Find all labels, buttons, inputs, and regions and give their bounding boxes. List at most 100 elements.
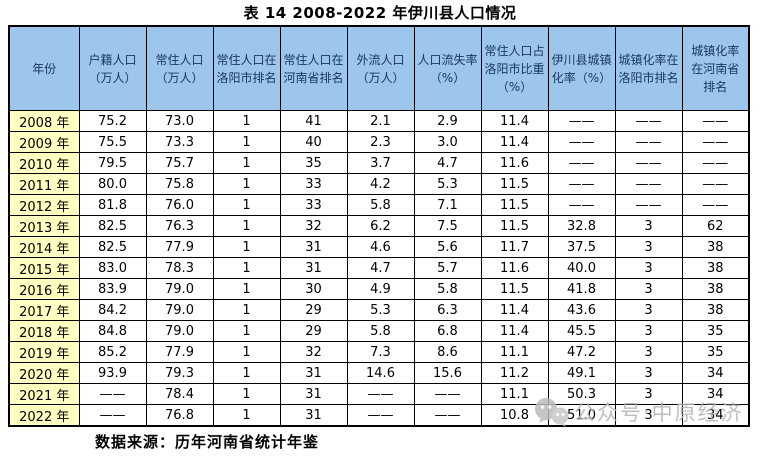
table-title: 表 14 2008-2022 年伊川县人口情况	[243, 4, 517, 22]
year-cell: 2018 年	[8, 320, 80, 342]
year-cell: 2011 年	[8, 173, 80, 195]
data-cell: 11.6	[480, 152, 549, 174]
data-cell: 79.5	[78, 152, 147, 174]
year-cell: 2019 年	[8, 341, 80, 363]
data-cell: 29	[279, 320, 348, 342]
data-cell: 4.9	[346, 278, 415, 300]
table-row: 2009 年 75.5 73.3 1 40 2.3 3.0 11.4 —— —— ——	[8, 131, 750, 153]
data-cell: 35	[681, 320, 750, 342]
column-header-2: 常住人口（万人）	[145, 25, 214, 111]
column-header-4: 常住人口在河南省排名	[279, 25, 348, 111]
data-cell: 6.3	[413, 299, 482, 321]
data-cell: 33	[279, 194, 348, 216]
data-cell: 32	[279, 215, 348, 237]
data-cell: 83.9	[78, 278, 147, 300]
data-cell: 1	[212, 236, 281, 258]
data-cell: 5.3	[346, 299, 415, 321]
year-cell: 2014 年	[8, 236, 80, 258]
data-cell: 75.7	[145, 152, 214, 174]
data-cell: 84.8	[78, 320, 147, 342]
data-cell: 75.8	[145, 173, 214, 195]
data-cell: 84.2	[78, 299, 147, 321]
data-cell: 1	[212, 194, 281, 216]
data-cell: 31	[279, 236, 348, 258]
data-cell: 3	[614, 383, 683, 405]
table-row: 2013 年 82.5 76.3 1 32 6.2 7.5 11.5 32.8 3 62	[8, 215, 750, 237]
year-cell: 2015 年	[8, 257, 80, 279]
table-row: 2022 年 —— 76.8 1 31 —— —— 10.8 51.0 3 34	[8, 404, 750, 427]
data-cell: 78.3	[145, 257, 214, 279]
table-row: 2016 年 83.9 79.0 1 30 4.9 5.8 11.5 41.8 3 38	[8, 278, 750, 300]
data-cell: 35	[279, 152, 348, 174]
data-cell: 76.0	[145, 194, 214, 216]
data-cell: 1	[212, 404, 281, 427]
year-cell: 2010 年	[8, 152, 80, 174]
table-row: 2011 年 80.0 75.8 1 33 4.2 5.3 11.5 —— —— ——	[8, 173, 750, 195]
data-cell: 80.0	[78, 173, 147, 195]
column-header-5: 外流人口（万人）	[346, 25, 415, 111]
data-cell: 78.4	[145, 383, 214, 405]
data-cell: 33	[279, 173, 348, 195]
data-cell: 41.8	[547, 278, 616, 300]
data-cell: 11.5	[480, 173, 549, 195]
data-cell: 73.0	[145, 110, 214, 132]
data-cell: 4.7	[346, 257, 415, 279]
data-cell: ——	[681, 173, 750, 195]
data-cell: 38	[681, 236, 750, 258]
data-cell: 76.8	[145, 404, 214, 427]
data-cell: 3	[614, 299, 683, 321]
year-cell: 2013 年	[8, 215, 80, 237]
data-cell: 11.6	[480, 257, 549, 279]
data-cell: 11.4	[480, 320, 549, 342]
table-row: 2012 年 81.8 76.0 1 33 5.8 7.1 11.5 —— —— ——	[8, 194, 750, 216]
table-row: 2017 年 84.2 79.0 1 29 5.3 6.3 11.4 43.6 3 38	[8, 299, 750, 321]
table-row: 2020 年 93.9 79.3 1 31 14.6 15.6 11.2 49.1 3 34	[8, 362, 750, 384]
data-cell: 62	[681, 215, 750, 237]
data-cell: 49.1	[547, 362, 616, 384]
data-cell: 1	[212, 341, 281, 363]
data-cell: 31	[279, 362, 348, 384]
data-cell: 1	[212, 215, 281, 237]
data-cell: 3	[614, 320, 683, 342]
data-cell: 3	[614, 341, 683, 363]
data-cell: 32.8	[547, 215, 616, 237]
data-cell: ——	[547, 110, 616, 132]
data-cell: 6.2	[346, 215, 415, 237]
data-cell: ——	[547, 173, 616, 195]
data-cell: 31	[279, 404, 348, 427]
table-row: 2010 年 79.5 75.7 1 35 3.7 4.7 11.6 —— —— ——	[8, 152, 750, 174]
data-cell: 3	[614, 236, 683, 258]
header-row: 年份 户籍人口（万人） 常住人口（万人） 常住人口在洛阳市排名 常住人口在河南省排名 外流…	[8, 25, 750, 111]
data-cell: 93.9	[78, 362, 147, 384]
data-cell: 40	[279, 131, 348, 153]
data-cell: ——	[681, 194, 750, 216]
data-cell: 81.8	[78, 194, 147, 216]
data-cell: 38	[681, 257, 750, 279]
data-cell: 40.0	[547, 257, 616, 279]
data-cell: 32	[279, 341, 348, 363]
data-cell: ——	[413, 383, 482, 405]
table-row: 2015 年 83.0 78.3 1 31 4.7 5.7 11.6 40.0 3 38	[8, 257, 750, 279]
data-cell: 3.0	[413, 131, 482, 153]
data-cell: 1	[212, 278, 281, 300]
data-cell: 38	[681, 278, 750, 300]
data-cell: 1	[212, 110, 281, 132]
data-cell: 76.3	[145, 215, 214, 237]
data-cell: ——	[681, 110, 750, 132]
column-header-7: 常住人口占洛阳市比重（%）	[480, 25, 549, 111]
data-cell: 79.3	[145, 362, 214, 384]
table-row: 2018 年 84.8 79.0 1 29 5.8 6.8 11.4 45.5 3 35	[8, 320, 750, 342]
data-cell: 1	[212, 320, 281, 342]
column-header-8: 伊川县城镇化率（%）	[547, 25, 616, 111]
table-row: 2021 年 —— 78.4 1 31 —— —— 11.1 50.3 3 34	[8, 383, 750, 405]
data-cell: 1	[212, 173, 281, 195]
data-cell: 1	[212, 152, 281, 174]
data-cell: 79.0	[145, 278, 214, 300]
data-cell: 73.3	[145, 131, 214, 153]
data-cell: ——	[547, 194, 616, 216]
data-cell: 47.2	[547, 341, 616, 363]
data-cell: ——	[681, 152, 750, 174]
year-cell: 2009 年	[8, 131, 80, 153]
data-cell: 5.8	[346, 194, 415, 216]
